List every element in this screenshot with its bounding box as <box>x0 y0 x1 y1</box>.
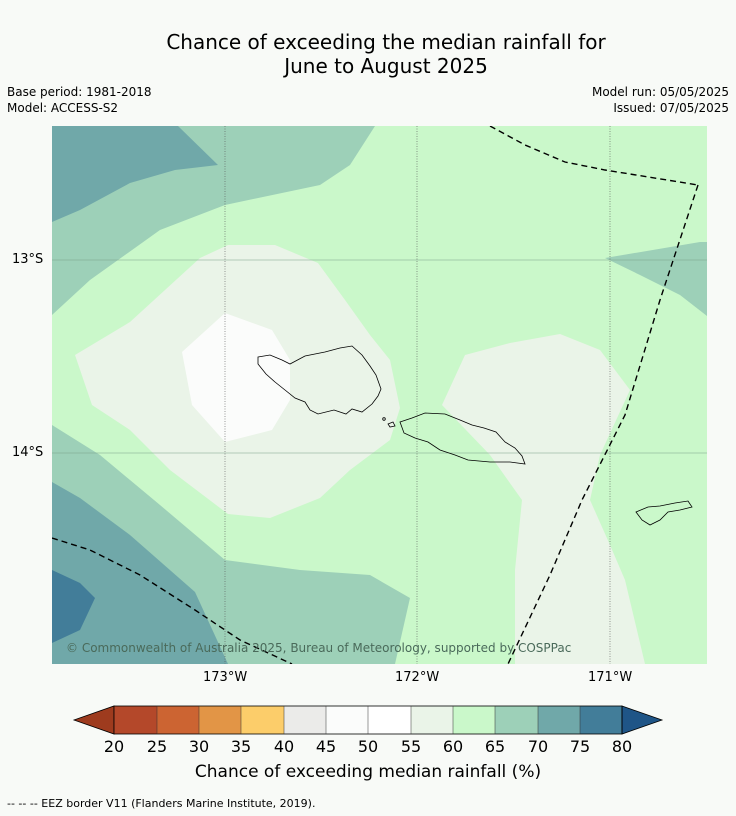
colorbar-bin-35-40 <box>241 706 284 734</box>
colorbar-bin-60-65 <box>453 706 495 734</box>
map-title: Chance of exceeding the median rainfall … <box>0 30 736 78</box>
colorbar-tick-45: 45 <box>315 737 337 756</box>
colorbar-tick-80: 80 <box>611 737 633 756</box>
lat-tick-14s: 14°S <box>12 445 44 460</box>
island-apolima <box>382 417 386 421</box>
colorbar-bin-65-70 <box>495 706 538 734</box>
issued-date: Issued: 07/05/2025 <box>613 101 729 115</box>
colorbar-bin-75-80 <box>580 706 622 734</box>
area-75-80-sw <box>52 570 95 643</box>
model-name: Model: ACCESS-S2 <box>7 101 119 115</box>
colorbar-tick-25: 25 <box>146 737 168 756</box>
colorbar-bin-20-25 <box>114 706 157 734</box>
area-65-70-ne <box>605 242 707 316</box>
area-55-60-east <box>442 334 645 664</box>
colorbar-bin-30-35 <box>199 706 241 734</box>
colorbar-bin-55-60 <box>411 706 453 734</box>
lon-tick-172w: 172°W <box>395 670 440 685</box>
colorbar-tick-70: 70 <box>527 737 549 756</box>
colorbar-bin-40-45 <box>284 706 326 734</box>
eez-border-southwest <box>52 537 293 664</box>
colorbar-bin-50-55 <box>368 706 411 734</box>
colorbar-bin-70-75 <box>538 706 580 734</box>
copyright-notice: © Commonwealth of Australia 2025, Bureau… <box>66 641 572 655</box>
island-upolu <box>399 412 526 465</box>
colorbar-tick-60: 60 <box>442 737 464 756</box>
island-manono <box>387 421 396 428</box>
colorbar-tick-55: 55 <box>400 737 422 756</box>
meta-right: Model run: 05/05/2025 Issued: 07/05/2025 <box>592 84 729 116</box>
colorbar-tick-30: 30 <box>188 737 210 756</box>
lat-tick-13s: 13°S <box>12 252 44 267</box>
model-run: Model run: 05/05/2025 <box>591 85 729 99</box>
base-period: Base period: 1981-2018 <box>7 85 152 99</box>
colorbar-title: Chance of exceeding median rainfall (%) <box>194 762 542 782</box>
island-savaii <box>257 345 382 415</box>
colorbar-bin-25-30 <box>157 706 199 734</box>
island-tutuila <box>635 500 693 526</box>
colorbar-tick-35: 35 <box>230 737 252 756</box>
area-70-75-sw <box>52 482 228 664</box>
colorbar-tick-40: 40 <box>273 737 295 756</box>
colorbar-tick-50: 50 <box>357 737 379 756</box>
lon-tick-173w: 173°W <box>203 670 248 685</box>
title-line-2: June to August 2025 <box>284 54 488 78</box>
eez-border-north <box>489 126 699 186</box>
colorbar-extend-high <box>621 705 664 735</box>
area-50-55-center <box>182 313 290 442</box>
meta-left: Base period: 1981-2018 Model: ACCESS-S2 <box>7 84 152 116</box>
area-70-75-nw <box>52 126 218 222</box>
lon-tick-171w: 171°W <box>588 670 633 685</box>
eez-border-east <box>507 184 699 664</box>
colorbar-bin-45-50 <box>326 706 368 734</box>
eez-legend-note: -- -- -- EEZ border V11 (Flanders Marine… <box>7 797 316 810</box>
colorbar-extend-low <box>72 705 115 735</box>
colorbar-tick-20: 20 <box>103 737 125 756</box>
colorbar-tick-65: 65 <box>484 737 506 756</box>
colorbar <box>72 705 664 735</box>
title-line-1: Chance of exceeding the median rainfall … <box>166 30 606 54</box>
colorbar-tick-75: 75 <box>569 737 591 756</box>
